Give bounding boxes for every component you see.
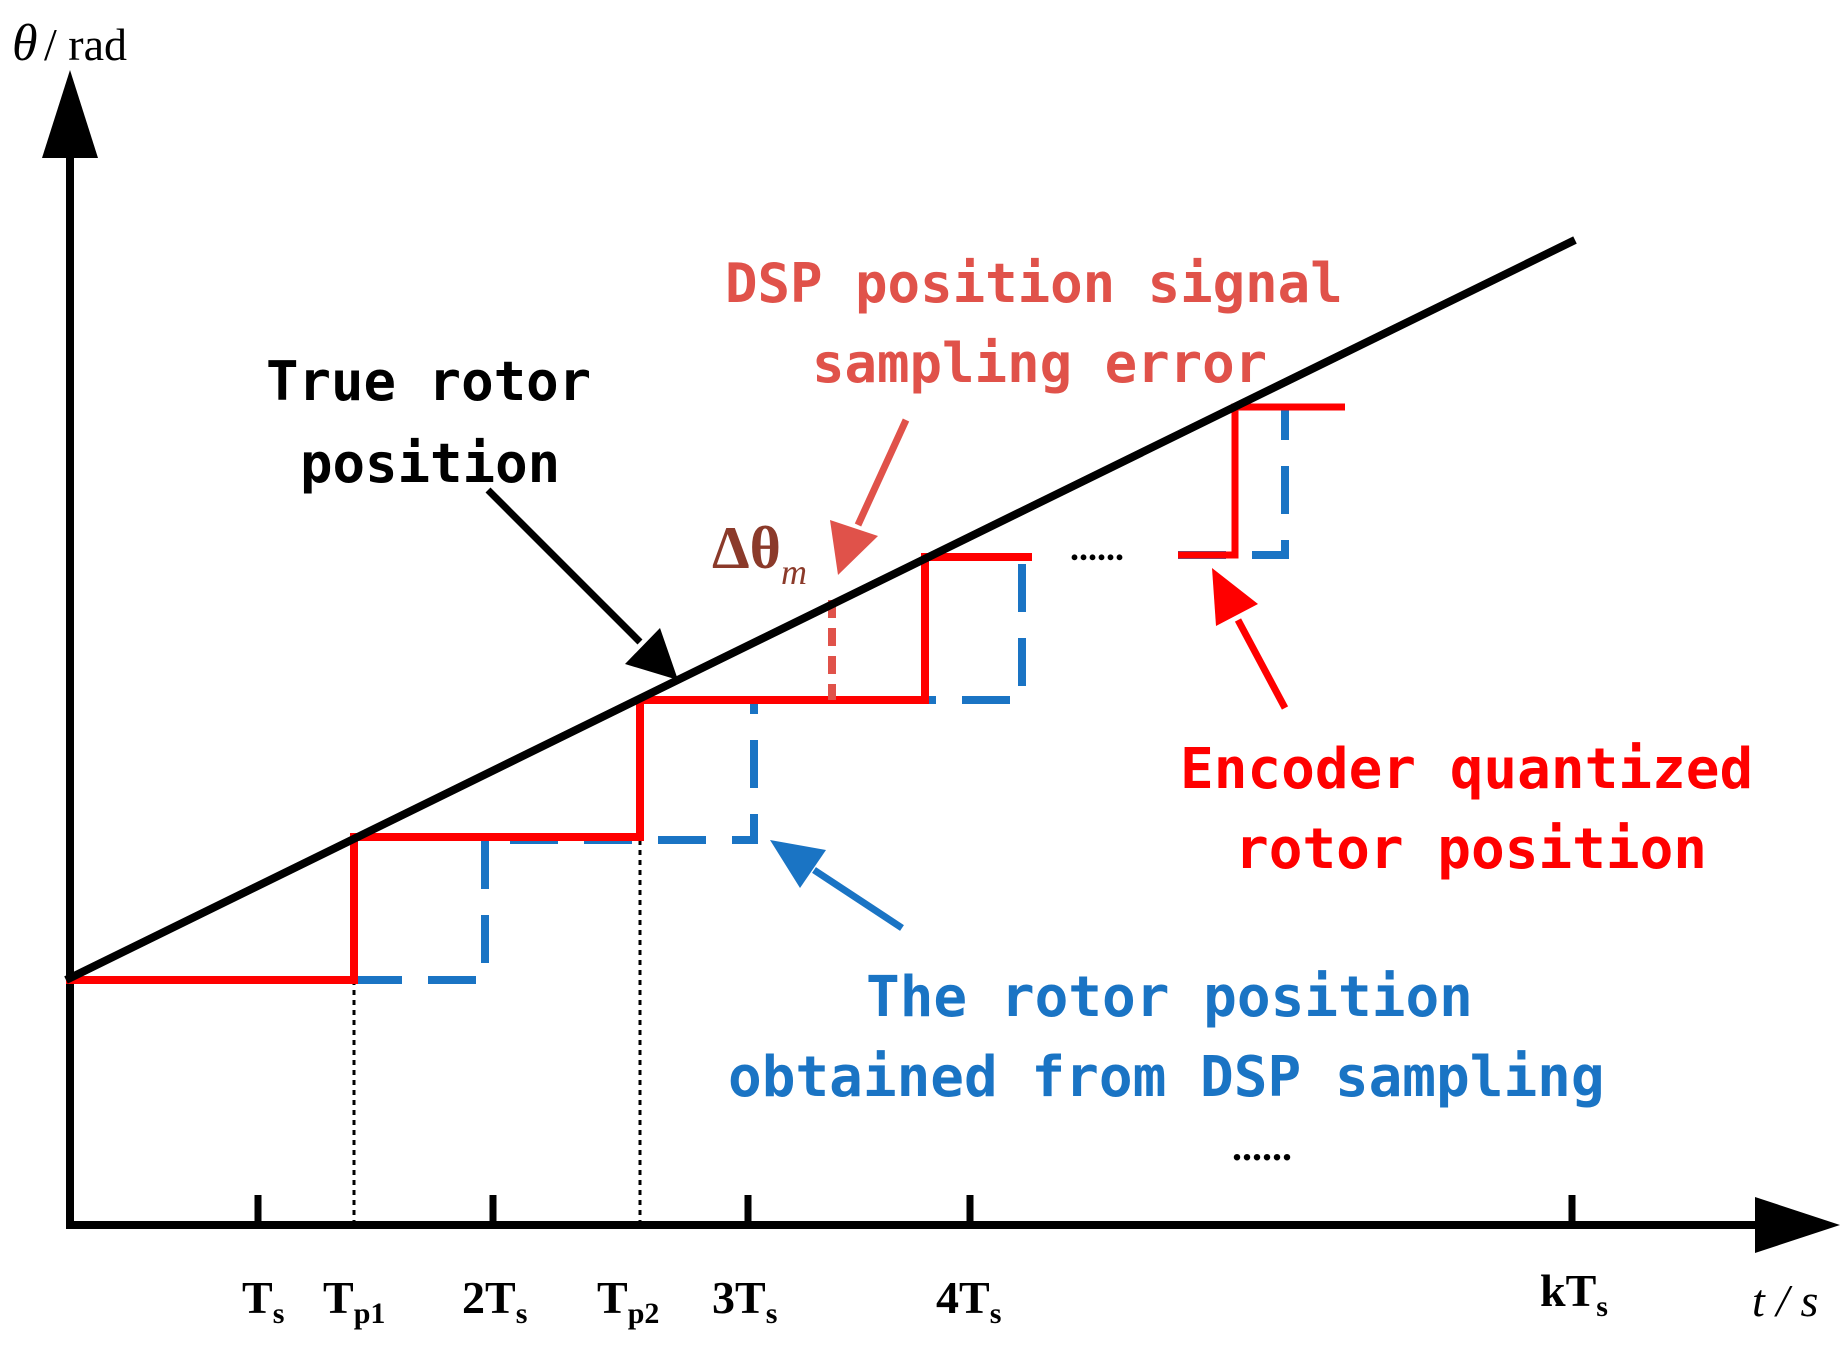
true-position-label-line2: position: [300, 432, 560, 495]
dsp-sample-pointer: [770, 840, 904, 931]
tick-label-4ts: 4Ts: [936, 1272, 1001, 1330]
tick-label-2ts: 2Ts: [462, 1272, 527, 1330]
encoder-pointer: [1212, 568, 1289, 710]
dsp-sample-label-line2: obtained from DSP sampling: [728, 1045, 1605, 1110]
dsp-error-label-line2: sampling error: [812, 332, 1267, 395]
encoder-label-line2: rotor position: [1235, 817, 1707, 882]
ellipsis-low: ......: [1232, 1124, 1292, 1169]
true-position-label-line1: True rotor: [266, 350, 591, 413]
ellipsis-mid: ......: [1070, 528, 1124, 568]
tick-label-tp2: Tp2: [597, 1272, 659, 1330]
dsp-error-pointer: [830, 418, 910, 575]
encoder-position-line-tail: [1178, 403, 1345, 559]
tick-label-kts: kTs: [1540, 1265, 1608, 1323]
tick-label-3ts: 3Ts: [712, 1272, 777, 1330]
axes: [42, 70, 1840, 1253]
true-position-pointer: [485, 487, 678, 680]
encoder-label-line1: Encoder quantized: [1180, 737, 1753, 802]
delta-theta-label: Δθm: [712, 515, 807, 592]
x-axis-label: t / s: [1752, 1275, 1818, 1326]
y-axis-symbol: θ: [12, 15, 38, 72]
true-position-line: [64, 236, 1577, 984]
x-ticks: [254, 1195, 1576, 1225]
x-axis-arrowhead: [1755, 1197, 1840, 1253]
tick-label-tp1: Tp1: [323, 1272, 385, 1330]
y-axis-arrowhead: [42, 70, 98, 158]
dsp-error-label-line1: DSP position signal: [725, 252, 1343, 315]
dsp-sample-label-line1: The rotor position: [866, 965, 1473, 1030]
y-axis-unit: / rad: [44, 19, 127, 70]
encoder-position-line: [66, 553, 1032, 984]
tick-label-ts: Ts: [242, 1272, 284, 1330]
